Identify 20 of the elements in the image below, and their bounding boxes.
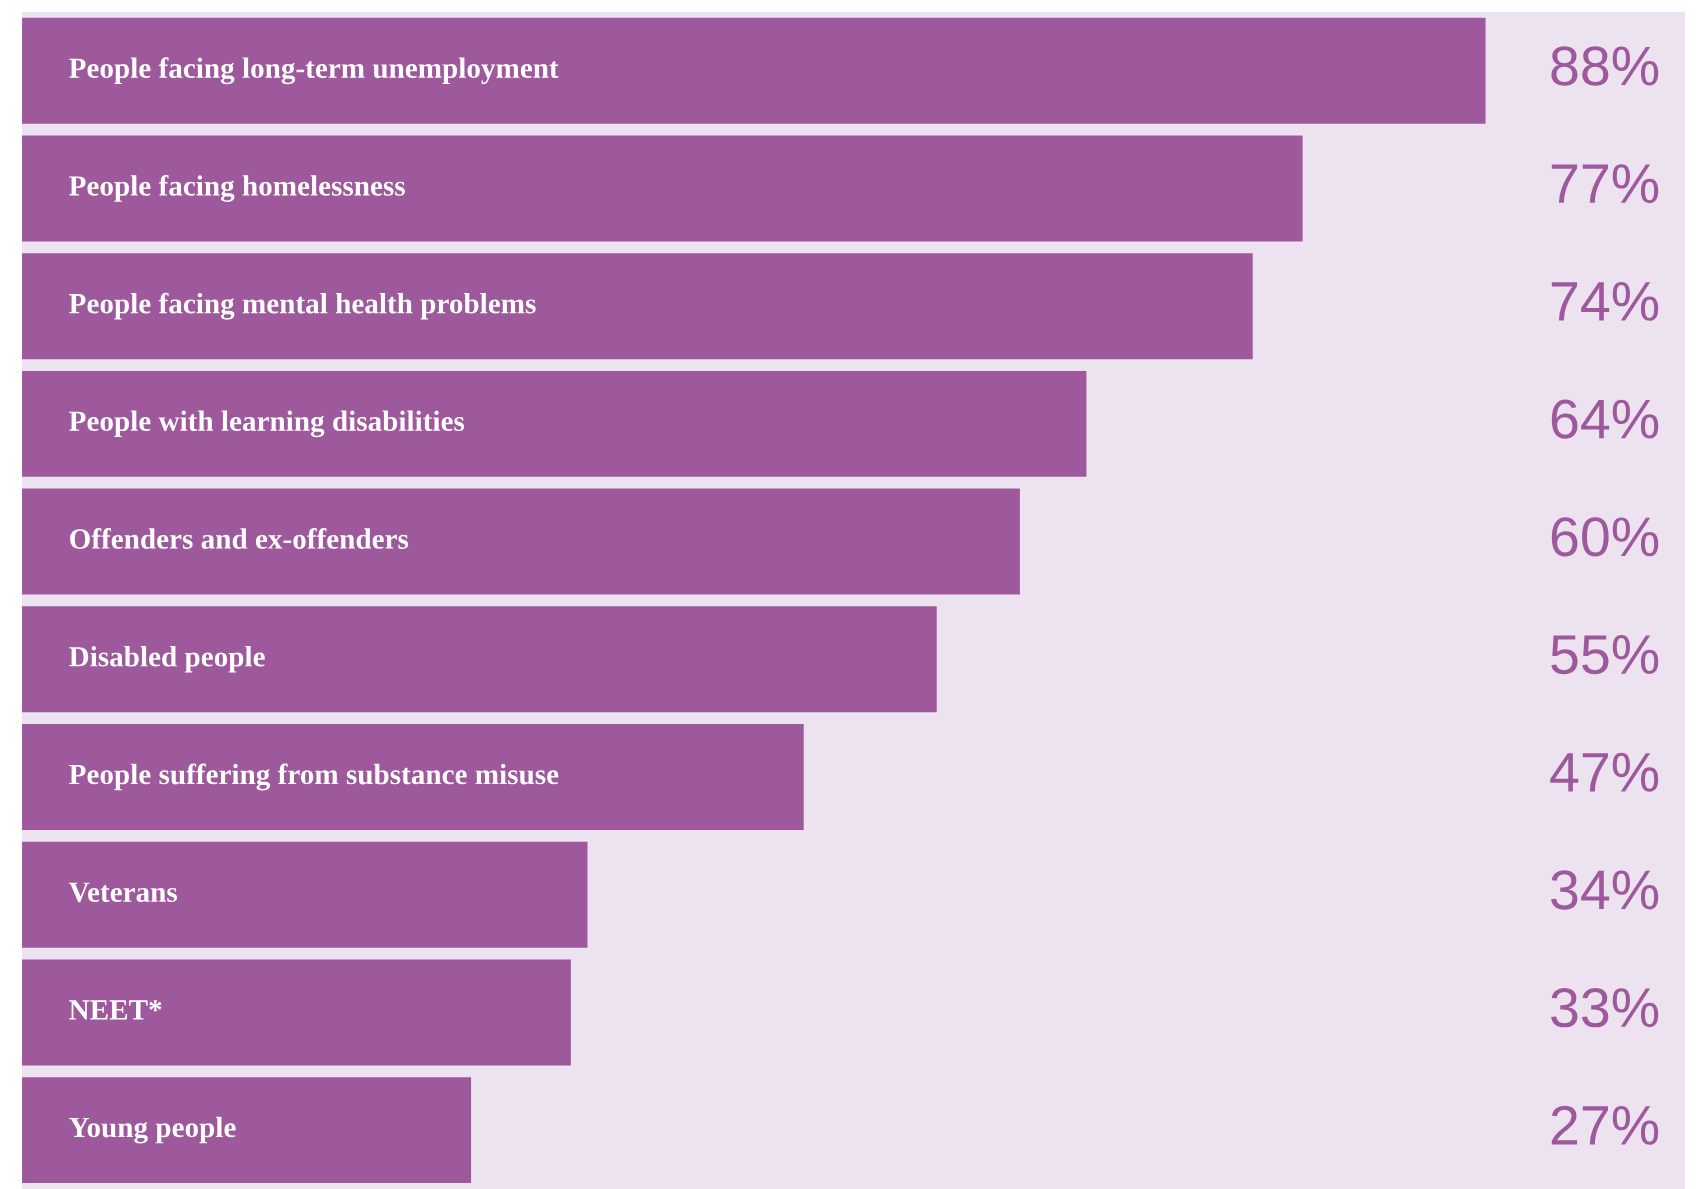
y-tick-label: Disabled people: [69, 646, 265, 673]
data-label: 47%: [1550, 752, 1659, 792]
data-label: 88%: [1551, 46, 1659, 86]
y-tick-label: People facing long-term unemployment: [69, 57, 559, 85]
y-tick-label: NEET*: [69, 1000, 162, 1020]
y-tick-label: Young people: [69, 1116, 236, 1144]
data-label: 60%: [1551, 517, 1659, 557]
y-tick-label: People with learning disabilities: [69, 410, 465, 438]
y-tick-label: People facing homelessness: [69, 174, 405, 202]
data-label: 27%: [1551, 1105, 1659, 1145]
y-tick-label: Offenders and ex-offenders: [70, 528, 409, 549]
data-label: 64%: [1551, 399, 1659, 439]
data-label: 74%: [1551, 281, 1659, 321]
data-label: 34%: [1551, 870, 1659, 910]
data-label: 55%: [1551, 635, 1659, 675]
data-label: 33%: [1551, 988, 1659, 1028]
y-tick-label: People suffering from substance misuse: [69, 763, 559, 791]
y-tick-label: Veterans: [68, 882, 178, 903]
y-tick-label: People facing mental health problems: [69, 292, 536, 320]
data-label: 77%: [1551, 164, 1659, 204]
